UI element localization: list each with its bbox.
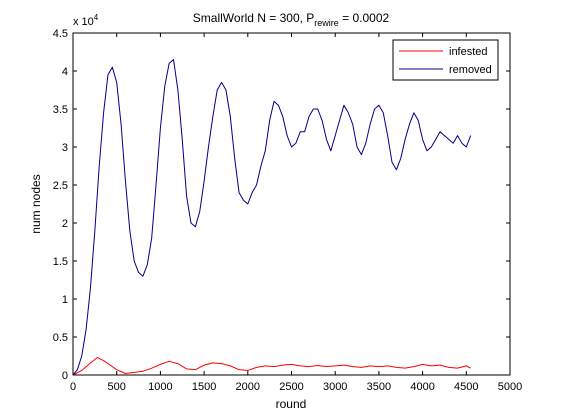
y-tick-label: 2.5 [53, 180, 68, 192]
series-line-infested [72, 357, 471, 376]
y-axis-label: num nodes [29, 174, 43, 233]
y-tick-label: 0 [62, 370, 68, 382]
x-tick-label: 5000 [498, 381, 522, 393]
x-tick-label: 3500 [367, 381, 391, 393]
legend: infested removed [392, 39, 499, 81]
x-tick-label: 4000 [410, 381, 434, 393]
legend-box [392, 39, 499, 81]
x-tick-label: 1000 [148, 381, 172, 393]
x-tick-label: 2000 [236, 381, 260, 393]
x-axis-label: round [276, 397, 307, 411]
plot-area: 0 500 1000 1500 2000 2500 3000 3500 4000 4500 5000… [53, 28, 523, 393]
y-tick-label: 3.5 [53, 104, 68, 116]
x-tick-label: 4500 [454, 381, 478, 393]
x-tick-label: 2500 [279, 381, 303, 393]
y-tick-label: 1.5 [53, 256, 68, 268]
y-tick-label: 4 [62, 66, 68, 78]
y-tick-label: 2 [62, 218, 68, 230]
legend-label-removed: removed [449, 64, 492, 76]
y-tick-label: 0.5 [53, 332, 68, 344]
y-tick-label: 1 [62, 294, 68, 306]
chart-title: SmallWorld N = 300, Prewire = 0.0002 [193, 11, 390, 28]
y-tick-label: 3 [62, 142, 68, 154]
series-line-removed [72, 59, 472, 376]
x-tick-label: 1500 [192, 381, 216, 393]
y-tick-label: 4.5 [53, 28, 68, 40]
legend-label-infested: infested [449, 46, 488, 58]
x-tick-label: 3000 [323, 381, 347, 393]
x-tick-label: 0 [70, 381, 76, 393]
y-exponent-label: x 104 [73, 13, 99, 28]
x-tick-label: 500 [108, 381, 126, 393]
axes-box [72, 32, 511, 376]
